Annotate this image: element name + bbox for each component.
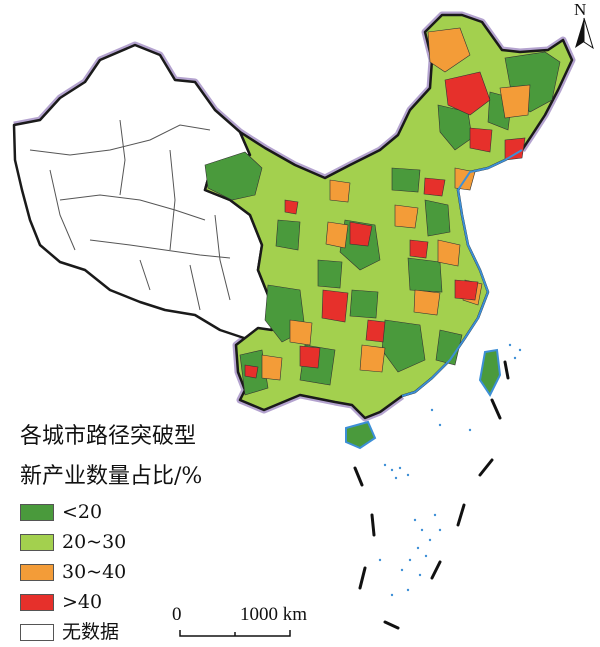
legend-title-line2: 新产业数量占比/% [20, 464, 203, 489]
legend-label-20-30: 20~30 [62, 531, 127, 553]
legend-label-gt40: >40 [62, 591, 103, 613]
scale-start-label: 0 [172, 604, 182, 625]
legend-swatch-30-40 [20, 564, 54, 581]
category-gt40-areas [244, 71, 526, 379]
north-label: N [574, 0, 587, 19]
legend-swatch-lt20 [20, 504, 54, 521]
legend-swatch-no-data [20, 624, 54, 641]
hainan [345, 420, 377, 450]
north-arrow-icon [575, 17, 594, 50]
coastline [401, 149, 523, 397]
western-internal-boundaries [29, 119, 231, 311]
legend-label-lt20: <20 [62, 501, 103, 523]
scale-bar [179, 630, 291, 637]
scale-end-label: 1000 km [240, 604, 308, 625]
legend-label-no-data: 无数据 [62, 621, 120, 643]
south-sea-islands [378, 343, 522, 597]
legend-swatch-gt40 [20, 594, 54, 611]
legend-title-line1: 各城市路径突破型 [20, 424, 197, 449]
legend-label-30-40: 30~40 [62, 561, 127, 583]
taiwan [478, 348, 502, 397]
south-china-sea-boundary [353, 360, 510, 630]
legend-swatch-20-30 [20, 534, 54, 551]
